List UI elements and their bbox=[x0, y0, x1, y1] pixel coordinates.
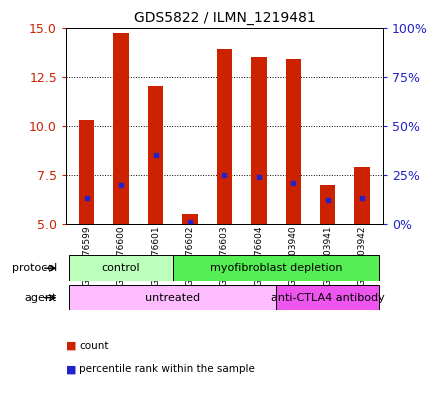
Bar bbox=[114, 33, 129, 224]
Bar bbox=[354, 167, 370, 224]
Bar bbox=[286, 59, 301, 224]
Bar bbox=[70, 285, 276, 310]
Text: protocol: protocol bbox=[12, 263, 57, 273]
Bar bbox=[148, 86, 163, 224]
Text: ■: ■ bbox=[66, 341, 77, 351]
Bar bbox=[320, 185, 335, 224]
Text: count: count bbox=[79, 341, 109, 351]
Text: agent: agent bbox=[25, 293, 57, 303]
Bar bbox=[182, 214, 198, 224]
Text: percentile rank within the sample: percentile rank within the sample bbox=[79, 364, 255, 375]
Text: untreated: untreated bbox=[145, 293, 200, 303]
Bar bbox=[276, 285, 379, 310]
Bar bbox=[70, 255, 173, 281]
Title: GDS5822 / ILMN_1219481: GDS5822 / ILMN_1219481 bbox=[133, 11, 315, 25]
Text: anti-CTLA4 antibody: anti-CTLA4 antibody bbox=[271, 293, 385, 303]
Bar bbox=[251, 57, 267, 224]
Text: ■: ■ bbox=[66, 364, 77, 375]
Bar bbox=[216, 49, 232, 224]
Bar bbox=[79, 120, 95, 224]
Bar bbox=[173, 255, 379, 281]
Text: myofibroblast depletion: myofibroblast depletion bbox=[210, 263, 342, 273]
Text: control: control bbox=[102, 263, 140, 273]
